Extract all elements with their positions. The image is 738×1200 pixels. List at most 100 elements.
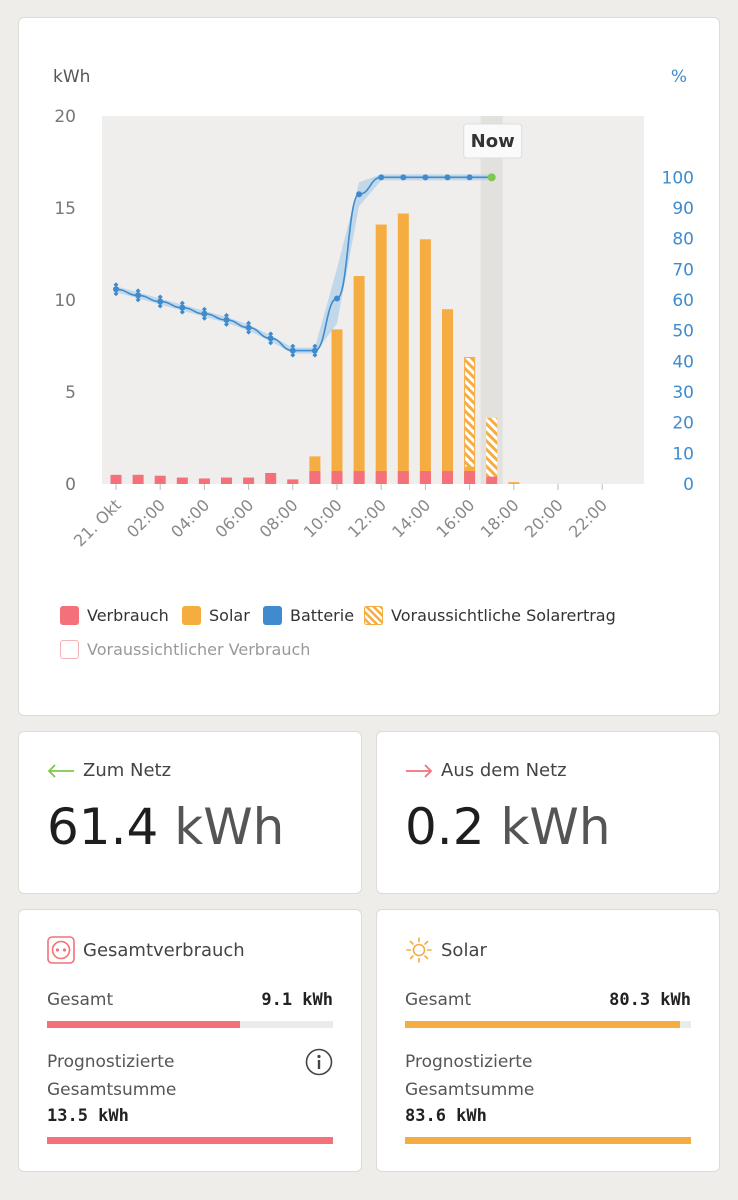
- from-grid-unit: kWh: [500, 798, 611, 856]
- solar-bar: [508, 482, 520, 484]
- x-tick-label: 14:00: [388, 495, 434, 541]
- solar-bar: [309, 456, 321, 484]
- consumption-bar: [154, 475, 166, 484]
- battery-range-marker: [312, 343, 318, 349]
- x-tick-label: 22:00: [565, 495, 611, 541]
- battery-range-marker: [179, 300, 185, 306]
- y-right-unit: %: [671, 67, 687, 87]
- y-right-tick-label: 80: [672, 230, 694, 250]
- x-tick-label: 02:00: [123, 495, 169, 541]
- legend-solar-swatch: [182, 606, 201, 625]
- consumption-bar: [486, 476, 498, 484]
- consumption-total-bar-fill: [47, 1021, 241, 1028]
- battery-range-marker: [224, 321, 229, 327]
- battery-point: [267, 335, 274, 342]
- battery-point: [223, 316, 230, 323]
- solar-forecast-bar: [405, 1137, 691, 1144]
- from-grid-card[interactable]: Aus dem Netz 0.2 kWh: [376, 731, 720, 894]
- x-tick-label: 04:00: [167, 495, 213, 541]
- legend-forecast-consumption-swatch: [60, 640, 79, 659]
- battery-point: [378, 174, 385, 181]
- consumption-bar: [176, 477, 188, 484]
- solar-total-row: Gesamt 80.3 kWh: [405, 990, 691, 1010]
- now-marker: Now: [463, 123, 523, 159]
- battery-range-marker: [135, 288, 141, 294]
- x-tick-label: 06:00: [211, 495, 257, 541]
- y-right-tick-label: 100: [662, 168, 694, 188]
- battery-range-marker: [113, 282, 119, 288]
- solar-forecast-value: 83.6 kWh: [405, 1106, 487, 1126]
- battery-point: [289, 347, 296, 354]
- x-tick-label: 12:00: [344, 495, 390, 541]
- solar-title: Solar: [441, 939, 487, 961]
- consumption-bar: [309, 471, 321, 484]
- battery-point: [113, 286, 119, 293]
- x-tick-label: 21. Okt: [70, 495, 125, 550]
- battery-point: [245, 324, 252, 331]
- from-grid-header: Aus dem Netz: [405, 760, 567, 781]
- battery-point: [334, 295, 340, 302]
- battery-range-marker: [268, 331, 274, 337]
- y-left-unit: kWh: [53, 67, 90, 87]
- solar-summary-card[interactable]: Solar Gesamt 80.3 kWh Prognostizierte Ge…: [376, 909, 720, 1172]
- battery-range-marker: [201, 306, 207, 312]
- battery-range-marker: [246, 329, 252, 335]
- power-outlet-icon: [47, 936, 75, 964]
- consumption-summary-card[interactable]: Gesamtverbrauch Gesamt 9.1 kWh Prognosti…: [18, 909, 362, 1172]
- to-grid-header: Zum Netz: [47, 760, 171, 781]
- y-right-tick-label: 60: [672, 291, 694, 311]
- consumption-bar: [442, 471, 453, 484]
- battery-range-marker: [157, 303, 163, 309]
- legend-battery[interactable]: Batterie: [263, 606, 354, 625]
- legend-forecast-solar[interactable]: Voraussichtliche Solarertrag: [364, 606, 616, 625]
- to-grid-value: 61.4 kWh: [47, 798, 284, 856]
- energy-chart[interactable]: kWh % 0 5 10 15 20 0 10 20 30 40 50 60 70 80 90 100 Now 21.…: [19, 18, 721, 717]
- x-tick-label: 18:00: [477, 495, 523, 541]
- battery-point: [356, 191, 363, 198]
- forecast-solar-bar: [486, 417, 498, 484]
- legend-forecast-consumption-label: Voraussichtlicher Verbrauch: [87, 640, 311, 659]
- consumption-total-bar: [47, 1021, 333, 1028]
- consumption-bar: [419, 471, 431, 484]
- battery-range-marker: [290, 343, 296, 349]
- consumption-bar: [287, 479, 299, 484]
- from-grid-number: 0.2: [405, 798, 485, 856]
- y-right-tick-label: 70: [672, 260, 694, 280]
- battery-range-marker: [135, 297, 141, 303]
- legend-battery-swatch: [263, 606, 282, 625]
- forecast-solar-bar: [465, 358, 475, 467]
- to-grid-card[interactable]: Zum Netz 61.4 kWh: [18, 731, 362, 894]
- battery-point: [201, 310, 208, 317]
- solar-header: Solar: [405, 936, 487, 964]
- solar-total-value: 80.3 kWh: [609, 990, 691, 1010]
- consumption-bar: [265, 472, 277, 484]
- energy-chart-card: kWh% 0 5 10 15 20 0 10 20 30 40 50 60 70 80 90 100 Now 21.…: [18, 17, 720, 716]
- x-tick-label: 08:00: [256, 495, 302, 541]
- battery-point: [311, 347, 318, 354]
- battery-point: [466, 174, 473, 181]
- battery-range-marker: [246, 320, 252, 326]
- legend-consumption[interactable]: Verbrauch: [60, 606, 169, 625]
- info-icon[interactable]: [305, 1048, 333, 1076]
- legend-forecast-consumption[interactable]: Voraussichtlicher Verbrauch: [60, 640, 310, 659]
- consumption-bar: [375, 471, 387, 484]
- legend-consumption-label: Verbrauch: [87, 606, 169, 625]
- consumption-total-row: Gesamt 9.1 kWh: [47, 990, 333, 1010]
- consumption-bar: [243, 477, 255, 484]
- battery-range-marker: [157, 294, 163, 300]
- legend-solar[interactable]: Solar: [182, 606, 250, 625]
- consumption-bar: [132, 474, 144, 484]
- plot-background: [102, 116, 644, 484]
- y-right-tick-label: 10: [672, 444, 694, 464]
- consumption-bar: [353, 471, 365, 484]
- legend-consumption-swatch: [60, 606, 79, 625]
- solar-bar: [375, 224, 387, 484]
- consumption-bar: [331, 471, 343, 484]
- solar-forecast-label: Prognostizierte Gesamtsumme: [405, 1052, 535, 1100]
- from-grid-label: Aus dem Netz: [441, 760, 567, 781]
- consumption-bar: [110, 474, 122, 484]
- battery-range-marker: [290, 352, 296, 358]
- x-tick-label: 20:00: [521, 495, 567, 541]
- solar-total-label: Gesamt: [405, 990, 472, 1010]
- battery-point: [179, 304, 186, 311]
